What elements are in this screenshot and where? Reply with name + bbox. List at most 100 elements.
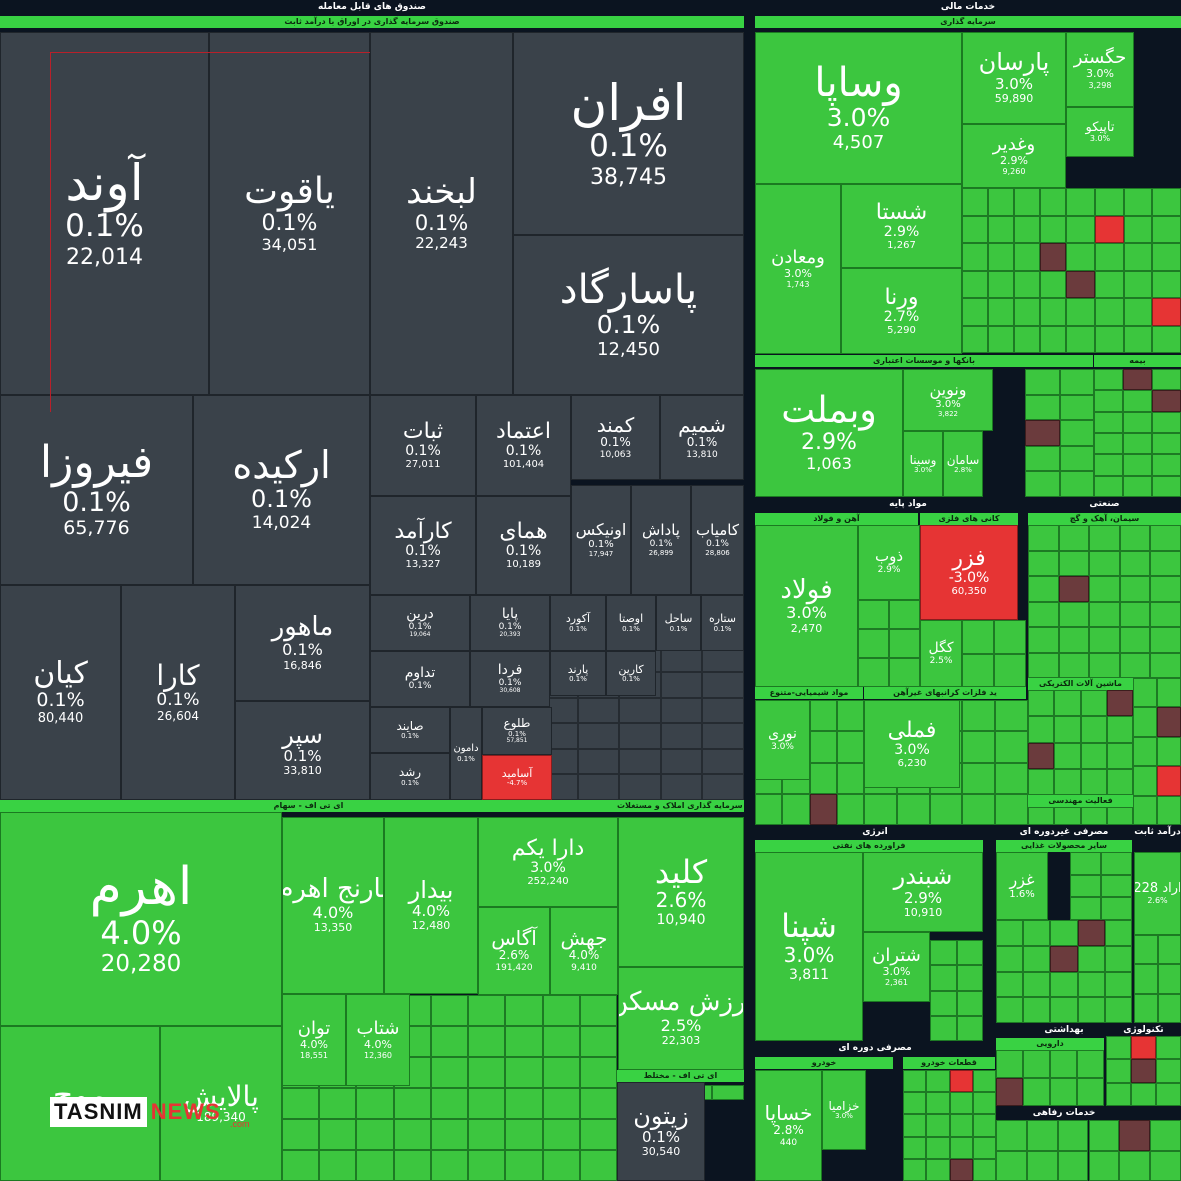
stock-cell[interactable]	[988, 188, 1014, 216]
stock-cell[interactable]	[1101, 852, 1132, 875]
stock-tile[interactable]: درین 0.1% 19,064	[370, 595, 470, 651]
stock-cell[interactable]	[1131, 1036, 1156, 1060]
stock-tile[interactable]: آوند 0.1% 22,014	[0, 32, 209, 395]
stock-cell[interactable]	[1157, 935, 1181, 965]
stock-cell[interactable]	[858, 658, 889, 687]
stock-cell[interactable]	[962, 215, 988, 243]
stock-cell[interactable]	[996, 1120, 1027, 1151]
stock-cell[interactable]	[962, 188, 988, 216]
stock-cell[interactable]	[282, 1150, 320, 1181]
stock-cell[interactable]	[996, 1050, 1023, 1078]
stock-tile[interactable]: اونیکس 0.1% 17,947	[571, 485, 631, 595]
stock-tile[interactable]: وسینا 3.0%	[903, 431, 943, 497]
stock-cell[interactable]	[1014, 298, 1040, 326]
stock-tile[interactable]: سامان 2.8%	[943, 431, 983, 497]
stock-cell[interactable]	[1157, 678, 1181, 708]
stock-cell[interactable]	[996, 971, 1024, 998]
stock-cell[interactable]	[1150, 525, 1181, 551]
stock-tile[interactable]: افران 0.1% 38,745	[513, 32, 744, 235]
stock-cell[interactable]	[1150, 1150, 1181, 1181]
stock-cell[interactable]	[1106, 807, 1133, 825]
stock-cell[interactable]	[579, 1057, 617, 1088]
stock-tile[interactable]: فردا 0.1% 30,608	[470, 651, 550, 707]
stock-cell[interactable]	[1066, 215, 1095, 243]
stock-tile[interactable]: تداوم 0.1%	[370, 651, 470, 707]
stock-cell[interactable]	[1023, 920, 1051, 946]
stock-cell[interactable]	[1156, 1082, 1181, 1106]
stock-cell[interactable]	[660, 748, 703, 775]
stock-cell[interactable]	[619, 697, 661, 724]
stock-tile[interactable]: سپر 0.1% 33,810	[235, 701, 370, 800]
stock-cell[interactable]	[1080, 768, 1107, 795]
stock-tile[interactable]: شتران 3.0% 2,361	[863, 932, 930, 1002]
stock-cell[interactable]	[1054, 807, 1081, 825]
stock-tile[interactable]: ورنا 2.7% 5,290	[841, 268, 962, 354]
stock-cell[interactable]	[1133, 707, 1157, 737]
stock-cell[interactable]	[1094, 188, 1124, 216]
stock-tile[interactable]: ومعادن 3.0% 1,743	[755, 184, 841, 354]
stock-cell[interactable]	[889, 629, 920, 658]
stock-cell[interactable]	[1058, 576, 1090, 602]
stock-cell[interactable]	[1040, 215, 1066, 243]
stock-cell[interactable]	[468, 1150, 506, 1181]
stock-tile[interactable]: حگستر 3.0% 3,298	[1066, 32, 1134, 107]
stock-cell[interactable]	[660, 723, 703, 749]
stock-cell[interactable]	[1104, 971, 1132, 998]
stock-cell[interactable]	[962, 325, 988, 353]
stock-cell[interactable]	[1123, 243, 1153, 271]
stock-cell[interactable]	[889, 658, 920, 687]
stock-tile[interactable]: نوری 3.0%	[755, 700, 810, 780]
stock-cell[interactable]	[1123, 390, 1152, 412]
stock-cell[interactable]	[903, 1158, 927, 1181]
stock-cell[interactable]	[1059, 420, 1094, 446]
stock-cell[interactable]	[962, 270, 988, 298]
stock-cell[interactable]	[1028, 550, 1059, 576]
stock-cell[interactable]	[468, 1119, 506, 1150]
stock-cell[interactable]	[1054, 690, 1081, 717]
stock-cell[interactable]	[1094, 411, 1123, 433]
stock-cell[interactable]	[1050, 1050, 1077, 1078]
stock-cell[interactable]	[577, 748, 620, 775]
stock-cell[interactable]	[903, 1092, 927, 1115]
stock-cell[interactable]	[995, 731, 1028, 763]
stock-cell[interactable]	[962, 620, 994, 654]
stock-tile[interactable]: وبملت 2.9% 1,063	[755, 369, 903, 497]
stock-cell[interactable]	[1066, 298, 1095, 326]
stock-cell[interactable]	[1157, 993, 1181, 1023]
stock-tile[interactable]: دامون 0.1%	[450, 707, 482, 800]
stock-cell[interactable]	[393, 1150, 431, 1181]
stock-cell[interactable]	[1025, 369, 1060, 395]
stock-cell[interactable]	[972, 1114, 996, 1137]
stock-cell[interactable]	[1157, 964, 1181, 994]
stock-cell[interactable]	[1058, 627, 1090, 653]
stock-cell[interactable]	[836, 731, 864, 763]
stock-cell[interactable]	[1054, 742, 1081, 769]
stock-cell[interactable]	[1152, 188, 1181, 216]
stock-cell[interactable]	[1123, 369, 1152, 391]
stock-cell[interactable]	[994, 653, 1026, 687]
stock-cell[interactable]	[702, 671, 744, 698]
stock-cell[interactable]	[930, 965, 957, 991]
stock-cell[interactable]	[1023, 971, 1051, 998]
stock-tile[interactable]: کارآمد 0.1% 13,327	[370, 496, 476, 595]
stock-cell[interactable]	[956, 965, 983, 991]
stock-cell[interactable]	[1028, 652, 1059, 678]
stock-cell[interactable]	[962, 793, 996, 825]
stock-cell[interactable]	[1080, 716, 1107, 743]
stock-cell[interactable]	[505, 1057, 543, 1088]
stock-tile[interactable]: تاپیکو 3.0%	[1066, 107, 1134, 157]
stock-tile[interactable]: یاقوت 0.1% 34,051	[209, 32, 370, 395]
stock-tile[interactable]: ونوین 3.0% 3,822	[903, 369, 993, 431]
stock-cell[interactable]	[962, 243, 988, 271]
stock-cell[interactable]	[1050, 971, 1078, 998]
stock-cell[interactable]	[430, 995, 469, 1026]
stock-cell[interactable]	[1152, 215, 1181, 243]
stock-cell[interactable]	[949, 1070, 973, 1093]
stock-cell[interactable]	[579, 1026, 617, 1057]
stock-cell[interactable]	[660, 774, 703, 800]
stock-tile[interactable]: لبخند 0.1% 22,243	[370, 32, 513, 395]
stock-tile[interactable]: ثبات 0.1% 27,011	[370, 395, 476, 496]
stock-cell[interactable]	[1106, 1036, 1131, 1060]
stock-cell[interactable]	[619, 723, 661, 749]
stock-cell[interactable]	[1066, 188, 1095, 216]
